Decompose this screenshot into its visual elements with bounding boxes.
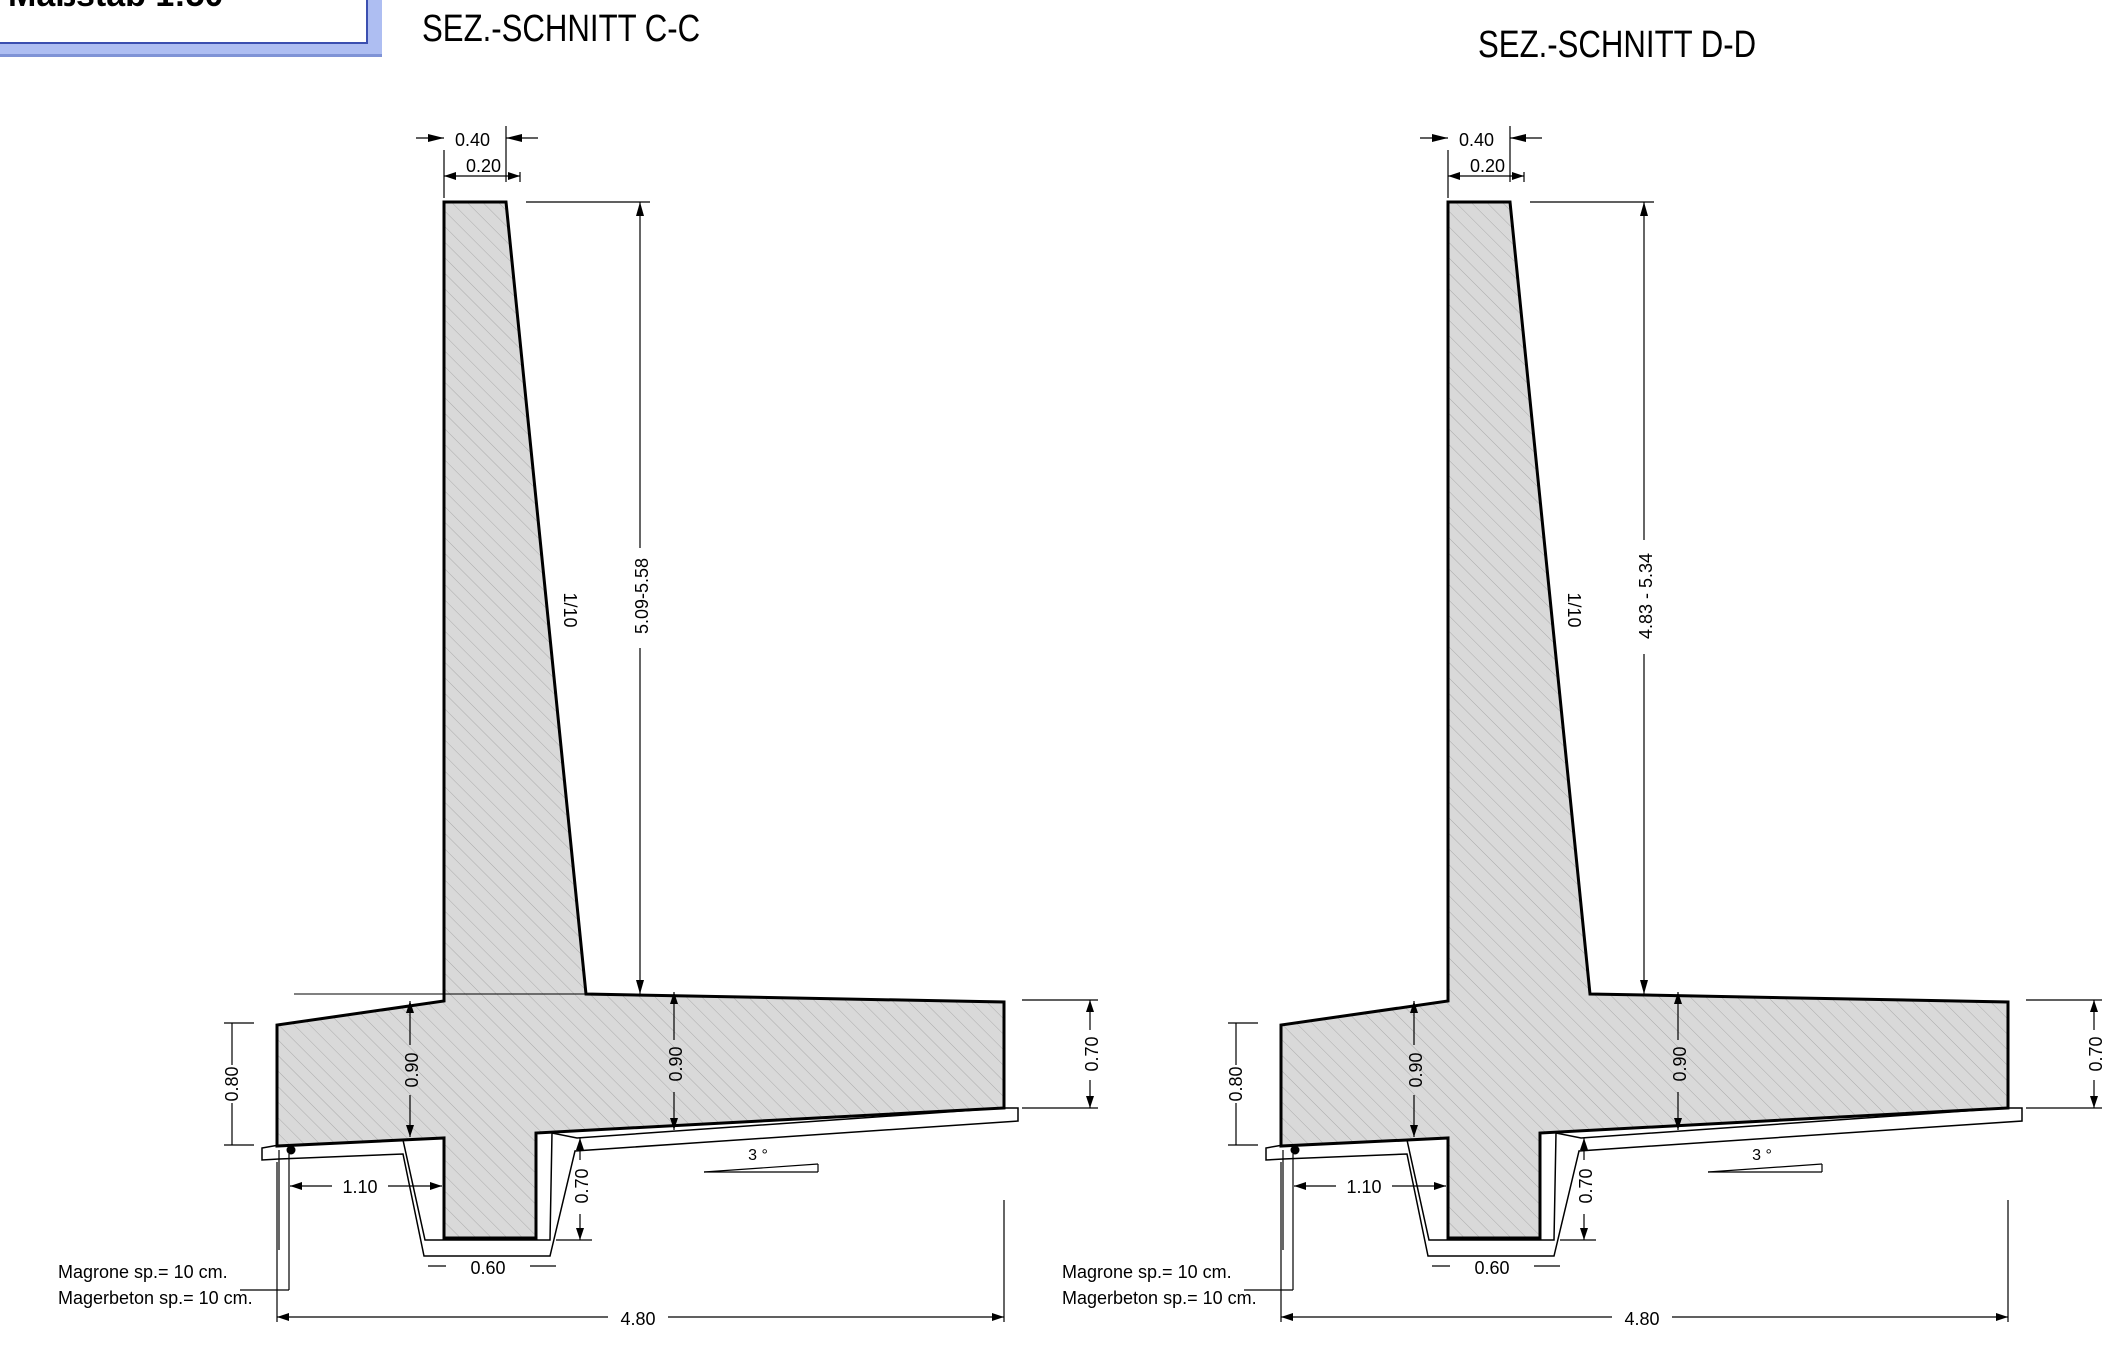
- dim-slope: 3 °: [1752, 1147, 1772, 1164]
- scale-label-frame: Maßstab 1:50: [0, 0, 368, 44]
- dim-heel-edge: 0.70: [1082, 1036, 1102, 1071]
- section-title-c: SEZ.-SCHNITT C-C: [422, 8, 701, 50]
- section-d-d: 0.40 0.20 4.83 - 5.34 1/10 0.90 0.90 0.8…: [1062, 126, 2104, 1329]
- section-c-c: 0.40 0.20 5.09-5.58 1/10 0.90 0.90 0.80 …: [58, 126, 1102, 1329]
- dim-stem-height: 4.83 - 5.34: [1636, 553, 1656, 639]
- dim-crest-total: 0.40: [455, 130, 490, 150]
- dim-base-width: 4.80: [1624, 1309, 1659, 1329]
- note-magrone: Magrone sp.= 10 cm.: [58, 1262, 228, 1282]
- dim-heel-right: 0.90: [1670, 1046, 1690, 1081]
- dim-stem-height: 5.09-5.58: [632, 558, 652, 634]
- note-magrone: Magrone sp.= 10 cm.: [1062, 1262, 1232, 1282]
- dim-toe-edge: 0.80: [222, 1066, 242, 1101]
- dim-heel-edge: 0.70: [2086, 1036, 2104, 1071]
- dim-crest-inner: 0.20: [1470, 156, 1505, 176]
- dim-heel-left: 0.90: [1406, 1052, 1426, 1087]
- dim-key-depth: 0.70: [1576, 1168, 1596, 1203]
- dim-toe-to-key: 1.10: [1346, 1177, 1381, 1197]
- note-magerbeton: Magerbeton sp.= 10 cm.: [58, 1288, 253, 1308]
- dim-toe-edge: 0.80: [1226, 1066, 1246, 1101]
- wall-body: [1279, 200, 2010, 1240]
- drain-point: [286, 1145, 296, 1155]
- dim-batter: 1/10: [560, 592, 580, 627]
- dimension-lines: [1228, 126, 2102, 1322]
- dimension-labels: 0.40 0.20 4.83 - 5.34 1/10 0.90 0.90 0.8…: [1062, 130, 2104, 1329]
- dimension-arrows: [1281, 134, 2098, 1321]
- scale-label: Maßstab 1:50: [8, 0, 223, 15]
- dim-batter: 1/10: [1564, 592, 1584, 627]
- lean-concrete-layer: [1265, 1107, 2023, 1257]
- dim-base-width: 4.80: [620, 1309, 655, 1329]
- note-magerbeton: Magerbeton sp.= 10 cm.: [1062, 1288, 1257, 1308]
- drain-point: [1290, 1145, 1300, 1155]
- dim-key-width: 0.60: [1474, 1258, 1509, 1278]
- dim-toe-to-key: 1.10: [342, 1177, 377, 1197]
- dim-key-depth: 0.70: [572, 1168, 592, 1203]
- dimension-labels: 0.40 0.20 5.09-5.58 1/10 0.90 0.90 0.80 …: [58, 130, 1102, 1329]
- dim-slope: 3 °: [748, 1147, 768, 1164]
- section-title-d: SEZ.-SCHNITT D-D: [1478, 24, 1757, 66]
- dim-crest-inner: 0.20: [466, 156, 501, 176]
- lean-concrete-layer: [261, 1107, 1019, 1257]
- dim-crest-total: 0.40: [1459, 130, 1494, 150]
- dimension-arrows: [277, 134, 1094, 1321]
- dim-heel-left: 0.90: [402, 1052, 422, 1087]
- dim-key-width: 0.60: [470, 1258, 505, 1278]
- dim-heel-right: 0.90: [666, 1046, 686, 1081]
